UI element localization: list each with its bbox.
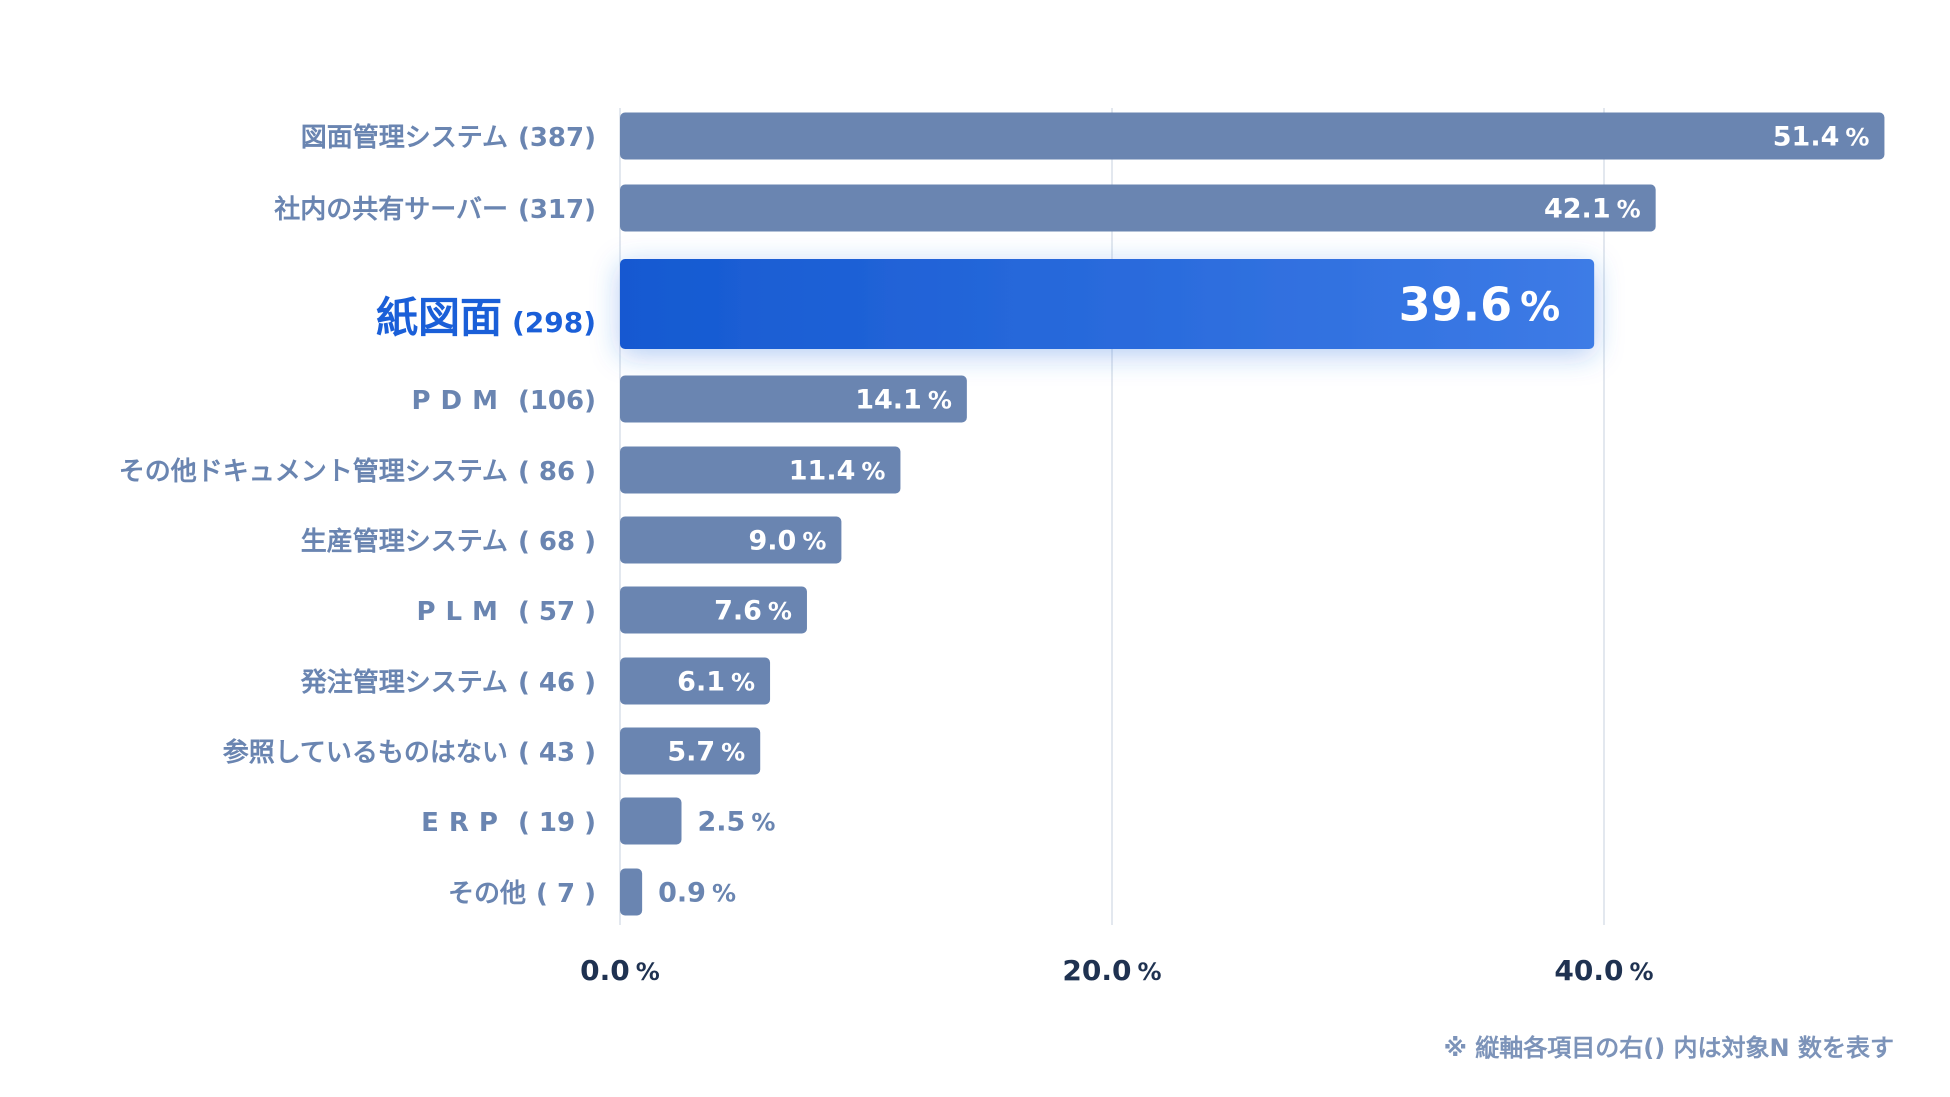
bar <box>620 112 1885 160</box>
value-number: 39.6 <box>1399 278 1513 332</box>
value-label: 0.9% <box>658 878 736 909</box>
value-number: 6.1 <box>677 667 725 698</box>
category-name: 図面管理システム <box>301 123 508 153</box>
value-unit: % <box>861 458 885 486</box>
tick-unit: % <box>636 958 660 986</box>
category-count: ( 68 ) <box>518 527 596 557</box>
value-label: 7.6% <box>714 596 792 627</box>
value-unit: % <box>928 387 952 415</box>
value-label: 51.4% <box>1773 122 1870 153</box>
category-count: ( 43 ) <box>518 738 596 768</box>
x-tick-label: 0.0% <box>580 954 660 987</box>
value-unit: % <box>721 739 745 767</box>
x-axis-ticks: 0.0% 20.0% 40.0% <box>580 954 1653 987</box>
category-name: PDM <box>411 386 508 416</box>
x-tick-label: 20.0% <box>1062 954 1161 987</box>
tick-unit: % <box>1630 958 1654 986</box>
value-unit: % <box>1845 124 1869 152</box>
category-label: 図面管理システム (387) <box>301 123 596 153</box>
category-label: 紙図面 (298) <box>376 293 596 342</box>
value-unit: % <box>712 880 736 908</box>
value-label: 5.7% <box>667 737 745 768</box>
value-label: 9.0% <box>749 526 827 557</box>
value-label: 14.1% <box>855 385 952 416</box>
value-number: 42.1 <box>1544 194 1611 225</box>
bars: 51.4 %42.1 %39.6 %14.1 %11.4 %9.0 %7.6 %6.1 %5.7… <box>620 112 1885 916</box>
gridlines <box>619 108 1605 925</box>
value-unit: % <box>731 669 755 697</box>
category-name: ERP <box>421 808 508 838</box>
category-count: (298) <box>512 306 596 339</box>
category-name: その他ドキュメント管理システム <box>119 457 508 487</box>
value-number: 51.4 <box>1773 122 1840 153</box>
category-label: その他ドキュメント管理システム ( 86 ) <box>119 457 596 487</box>
category-count: (387) <box>518 123 596 153</box>
category-count: ( 57 ) <box>518 597 596 627</box>
category-label: PDM (106) <box>411 386 596 416</box>
bar <box>620 446 901 494</box>
value-number: 9.0 <box>749 526 797 557</box>
tick-number: 40.0 <box>1554 954 1623 987</box>
bar <box>620 375 967 423</box>
category-count: ( 19 ) <box>518 808 596 838</box>
category-name: 社内の共有サーバー <box>274 194 508 225</box>
value-unit: % <box>802 528 826 556</box>
value-number: 11.4 <box>789 456 856 487</box>
tick-number: 0.0 <box>580 954 630 987</box>
value-label: 6.1% <box>677 667 755 698</box>
category-name: 発注管理システム <box>300 667 508 698</box>
bar <box>620 586 807 634</box>
category-label: 参照しているものはない ( 43 ) <box>223 737 596 768</box>
value-number: 5.7 <box>667 737 715 768</box>
bar <box>620 657 771 705</box>
category-name: 紙図面 <box>376 293 502 342</box>
bar-highlight <box>620 259 1595 349</box>
category-label: 発注管理システム ( 46 ) <box>300 667 596 698</box>
bar <box>620 184 1656 232</box>
value-label: 2.5% <box>698 807 776 838</box>
value-number: 2.5 <box>698 807 746 838</box>
value-label: 11.4% <box>789 456 886 487</box>
value-label: 39.6% <box>1399 278 1561 332</box>
category-label: 社内の共有サーバー (317) <box>274 194 596 225</box>
value-number: 7.6 <box>714 596 762 627</box>
value-label: 42.1% <box>1544 194 1641 225</box>
category-labels: 図面管理システム (387) 社内の共有サーバー (317) 紙図面 (298) PDM (1… <box>119 123 596 909</box>
category-count: ( 86 ) <box>518 457 596 487</box>
category-label: ERP ( 19 ) <box>421 808 596 838</box>
value-unit: % <box>751 809 775 837</box>
category-name: 生産管理システム <box>301 526 508 557</box>
footnote: ※ 縦軸各項目の右() 内は対象N 数を表す <box>1443 1034 1894 1062</box>
bar <box>620 868 643 916</box>
category-label: PLM ( 57 ) <box>416 597 596 627</box>
category-name: 参照しているものはない <box>223 737 508 768</box>
category-count: (317) <box>518 195 596 225</box>
bar <box>620 797 682 845</box>
category-count: ( 7 ) <box>536 879 596 909</box>
value-unit: % <box>1520 285 1560 331</box>
category-count: (106) <box>518 386 596 416</box>
bar <box>620 727 761 775</box>
value-unit: % <box>1617 196 1641 224</box>
category-name: その他 <box>448 879 526 909</box>
x-tick-label: 40.0% <box>1554 954 1653 987</box>
category-label: その他 ( 7 ) <box>448 879 596 909</box>
category-name: PLM <box>416 597 508 627</box>
value-number: 0.9 <box>658 878 706 909</box>
tick-unit: % <box>1138 958 1162 986</box>
bar <box>620 516 842 564</box>
tick-number: 20.0 <box>1062 954 1131 987</box>
value-unit: % <box>768 598 792 626</box>
category-count: ( 46 ) <box>518 668 596 698</box>
category-label: 生産管理システム ( 68 ) <box>301 526 596 557</box>
value-number: 14.1 <box>855 385 922 416</box>
